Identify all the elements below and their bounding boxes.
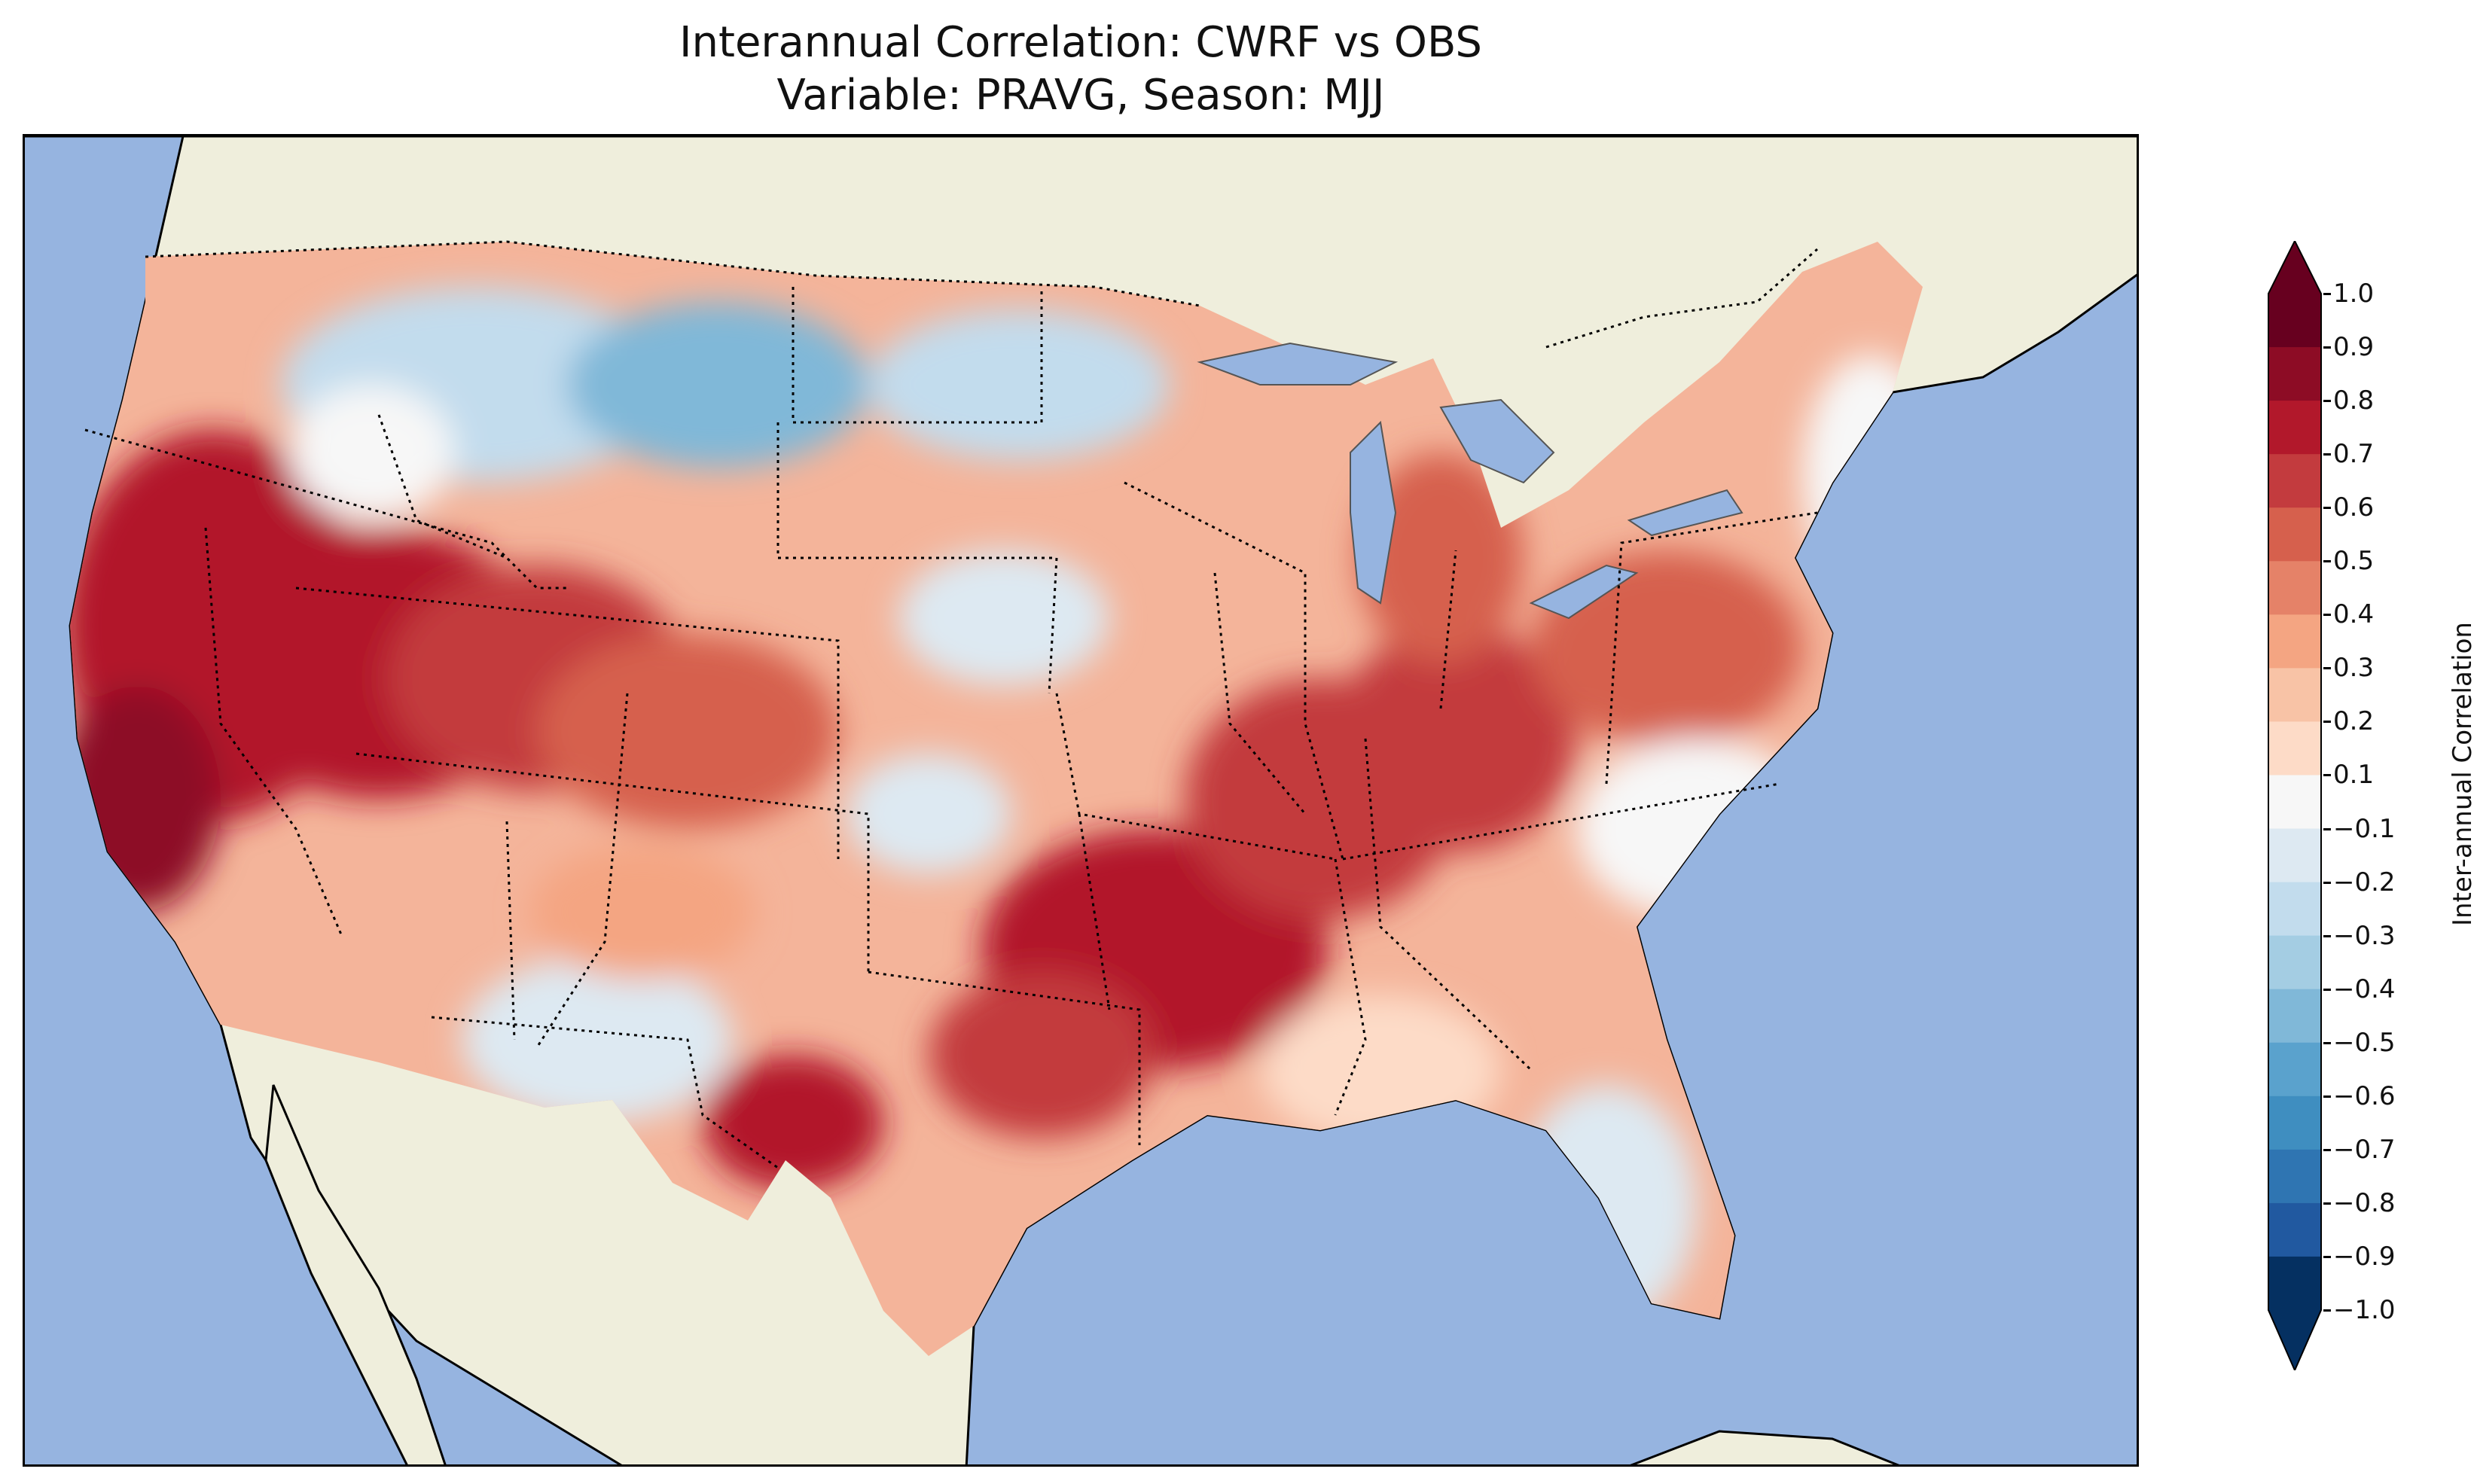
colorbar-tick-label: −0.8 (2333, 1187, 2396, 1218)
great-lakes (1197, 342, 1743, 620)
colorbar-tick-mark (2323, 1309, 2331, 1312)
colorbar-tick-mark (2323, 614, 2331, 617)
colorbar-band (2268, 1256, 2321, 1311)
colorbar-extend-low (2268, 1310, 2321, 1370)
international-border (145, 240, 1818, 349)
colorbar-band (2268, 561, 2321, 615)
colorbar-label: Inter-annual Correlation (2448, 622, 2474, 926)
map-panel[interactable] (23, 134, 2139, 1467)
colorbar-band (2268, 1149, 2321, 1204)
colorbar-tick-label: −0.3 (2333, 920, 2396, 951)
colorbar-band (2268, 1095, 2321, 1150)
colorbar-tick-label: −0.6 (2333, 1080, 2396, 1111)
colorbar-band (2268, 1042, 2321, 1097)
colorbar-band (2268, 882, 2321, 937)
colorbar-band (2268, 1202, 2321, 1257)
colorbar-band (2268, 401, 2321, 455)
colorbar-tick-mark (2323, 507, 2331, 510)
colorbar-band (2268, 989, 2321, 1044)
colorbar-tick-mark (2323, 988, 2331, 991)
colorbar-band (2268, 721, 2321, 776)
colorbar-tick-label: −0.2 (2333, 867, 2396, 897)
colorbar-tick-label: −0.9 (2333, 1241, 2396, 1272)
colorbar-tick-mark (2323, 346, 2331, 349)
colorbar-band (2268, 347, 2321, 401)
colorbar-band (2268, 507, 2321, 562)
colorbar-tick-mark (2323, 881, 2331, 884)
colorbar-band (2268, 775, 2321, 830)
colorbar-tick-mark (2323, 1041, 2331, 1044)
colorbar-tick-mark (2323, 293, 2331, 295)
map-canvas (25, 136, 2137, 1464)
colorbar-band (2268, 935, 2321, 990)
colorbar-band (2268, 614, 2321, 669)
colorbar-band (2268, 294, 2321, 348)
colorbar-tick-label: −0.1 (2333, 813, 2396, 844)
colorbar-tick-label: 0.7 (2333, 439, 2375, 470)
colorbar-tick-mark (2323, 667, 2331, 670)
colorbar-tick-label: 1.0 (2333, 279, 2375, 309)
colorbar-tick-label: −1.0 (2333, 1295, 2396, 1325)
colorbar-tick-label: 0.4 (2333, 599, 2375, 630)
colorbar (2268, 241, 2322, 1370)
colorbar-tick-label: 0.2 (2333, 706, 2375, 737)
colorbar-tick-mark (2323, 1255, 2331, 1258)
chart-title-line1: Interannual Correlation: CWRF vs OBS (679, 18, 1482, 67)
colorbar-tick-mark (2323, 1202, 2331, 1205)
colorbar-tick-mark (2323, 453, 2331, 456)
state-borders (84, 287, 1818, 1169)
colorbar-outline (2268, 241, 2322, 1370)
colorbar-tick-mark (2323, 1148, 2331, 1151)
colorbar-tick-label: −0.7 (2333, 1134, 2396, 1165)
colorbar-band (2268, 828, 2321, 883)
colorbar-tick-mark (2323, 934, 2331, 937)
colorbar-tick-label: 0.5 (2333, 546, 2375, 577)
colorbar-tick-label: 0.9 (2333, 332, 2375, 363)
colorbar-tick-mark (2323, 1095, 2331, 1098)
colorbar-tick-label: 0.6 (2333, 492, 2375, 523)
colorbar-tick-label: 0.1 (2333, 760, 2375, 791)
colorbar-tick-mark (2323, 560, 2331, 563)
colorbar-tick-label: −0.4 (2333, 974, 2396, 1004)
colorbar-tick-mark (2323, 400, 2331, 403)
colorbar-tick-label: 0.3 (2333, 653, 2375, 684)
colorbar-band (2268, 668, 2321, 722)
colorbar-band (2268, 454, 2321, 508)
colorbar-tick-mark (2323, 827, 2331, 830)
colorbar-tick-mark (2323, 774, 2331, 777)
colorbar-tick-label: 0.8 (2333, 385, 2375, 416)
colorbar-tick-label: −0.5 (2333, 1027, 2396, 1058)
chart-title-line2: Variable: PRAVG, Season: MJJ (776, 71, 1385, 120)
colorbar-tick-mark (2323, 721, 2331, 724)
colorbar-extend-high (2268, 241, 2321, 294)
